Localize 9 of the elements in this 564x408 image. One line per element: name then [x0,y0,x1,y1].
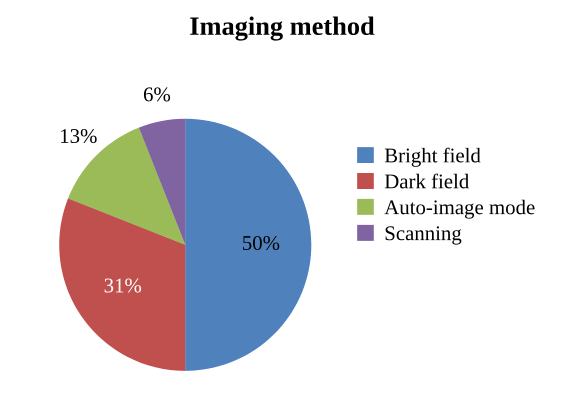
legend-label: Scanning [386,226,462,245]
legend-label: Dark field [384,174,470,188]
data-label: 6% [144,87,170,102]
data-label: 13% [61,128,97,144]
chart-title: Imaging method [190,16,374,41]
data-label: 50% [243,236,280,250]
legend-label: Auto-image mode [384,200,535,219]
data-label: 31% [104,278,142,293]
legend-label: Bright field [384,148,481,167]
